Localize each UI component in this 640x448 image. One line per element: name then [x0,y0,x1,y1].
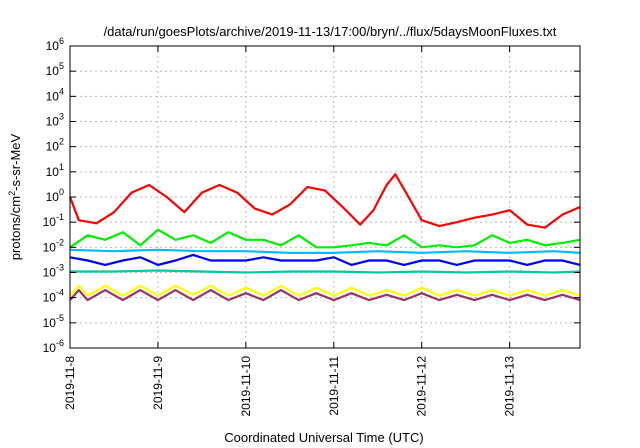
y-tick-label: 104 [46,86,64,103]
grid [70,46,580,348]
y-tick-label: 101 [46,162,64,179]
x-tick-label: 2019-11-8 [63,356,77,410]
y-tick-labels: 10-610-510-410-310-210-11001011021031041… [43,36,64,355]
y-tick-label: 103 [46,112,64,129]
y-tick-label: 10-3 [43,263,64,280]
y-tick-label: 100 [46,187,64,204]
y-tick-exponent: 0 [59,187,64,197]
series-line-3 [69,248,581,254]
y-axis-title-unit: protons/cm [8,196,23,260]
y-tick-exponent: -4 [56,288,64,298]
y-axis-title-exponent: 2 [7,191,17,196]
y-tick-exponent: -2 [56,237,64,247]
y-tick-exponent: -1 [56,212,64,222]
chart-title: /data/run/goesPlots/archive/2019-11-13/1… [104,24,557,39]
series-line-2 [69,228,581,249]
x-tick-label: 2019-11-9 [151,356,165,410]
y-tick-base: 10 [46,165,60,179]
y-axis-title-rest: -s-sr-MeV [8,133,23,190]
series-line-6 [69,284,581,297]
y-tick-base: 10 [46,190,60,204]
series-line-7 [69,289,581,302]
y-tick-base: 10 [43,316,57,330]
y-tick-exponent: 3 [59,112,64,122]
y-tick-label: 106 [46,36,64,53]
y-tick-label: 10-6 [43,338,64,355]
y-tick-base: 10 [46,140,60,154]
y-tick-exponent: 1 [59,162,64,172]
series-line-1 [68,173,581,229]
y-tick-base: 10 [43,240,57,254]
y-tick-label: 102 [46,137,64,154]
x-tick-label: 2019-11-11 [327,356,341,416]
series-line-4 [69,253,581,266]
y-tick-base: 10 [43,341,57,355]
y-tick-base: 10 [43,291,57,305]
y-tick-exponent: 2 [59,137,64,147]
y-tick-label: 105 [46,61,64,78]
y-tick-base: 10 [46,115,60,129]
ticks [69,45,580,349]
y-tick-label: 10-2 [43,237,64,254]
y-tick-exponent: 6 [59,36,64,46]
y-axis-title: protons/cm2-s-sr-MeV [7,133,23,260]
y-tick-exponent: 4 [59,86,64,96]
y-tick-base: 10 [43,215,57,229]
y-tick-base: 10 [46,64,60,78]
x-axis-title: Coordinated Universal Time (UTC) [224,430,423,445]
y-tick-label: 10-1 [43,212,64,229]
y-tick-exponent: -6 [56,338,64,348]
y-tick-exponent: 5 [59,61,64,71]
series-line-5 [70,269,581,274]
series-group [68,173,581,302]
x-tick-label: 2019-11-12 [415,356,429,417]
y-tick-exponent: -3 [56,263,64,273]
y-tick-label: 10-5 [43,313,64,330]
x-tick-labels: 2019-11-8 2019-11-9 2019-11-10 2019-11-11 20… [63,356,517,417]
y-tick-base: 10 [46,89,60,103]
y-tick-base: 10 [46,39,60,53]
y-tick-label: 10-4 [43,288,64,305]
x-tick-label: 2019-11-10 [239,356,253,417]
y-tick-base: 10 [43,266,57,280]
y-tick-exponent: -5 [56,313,64,323]
x-tick-label: 2019-11-13 [503,356,517,417]
